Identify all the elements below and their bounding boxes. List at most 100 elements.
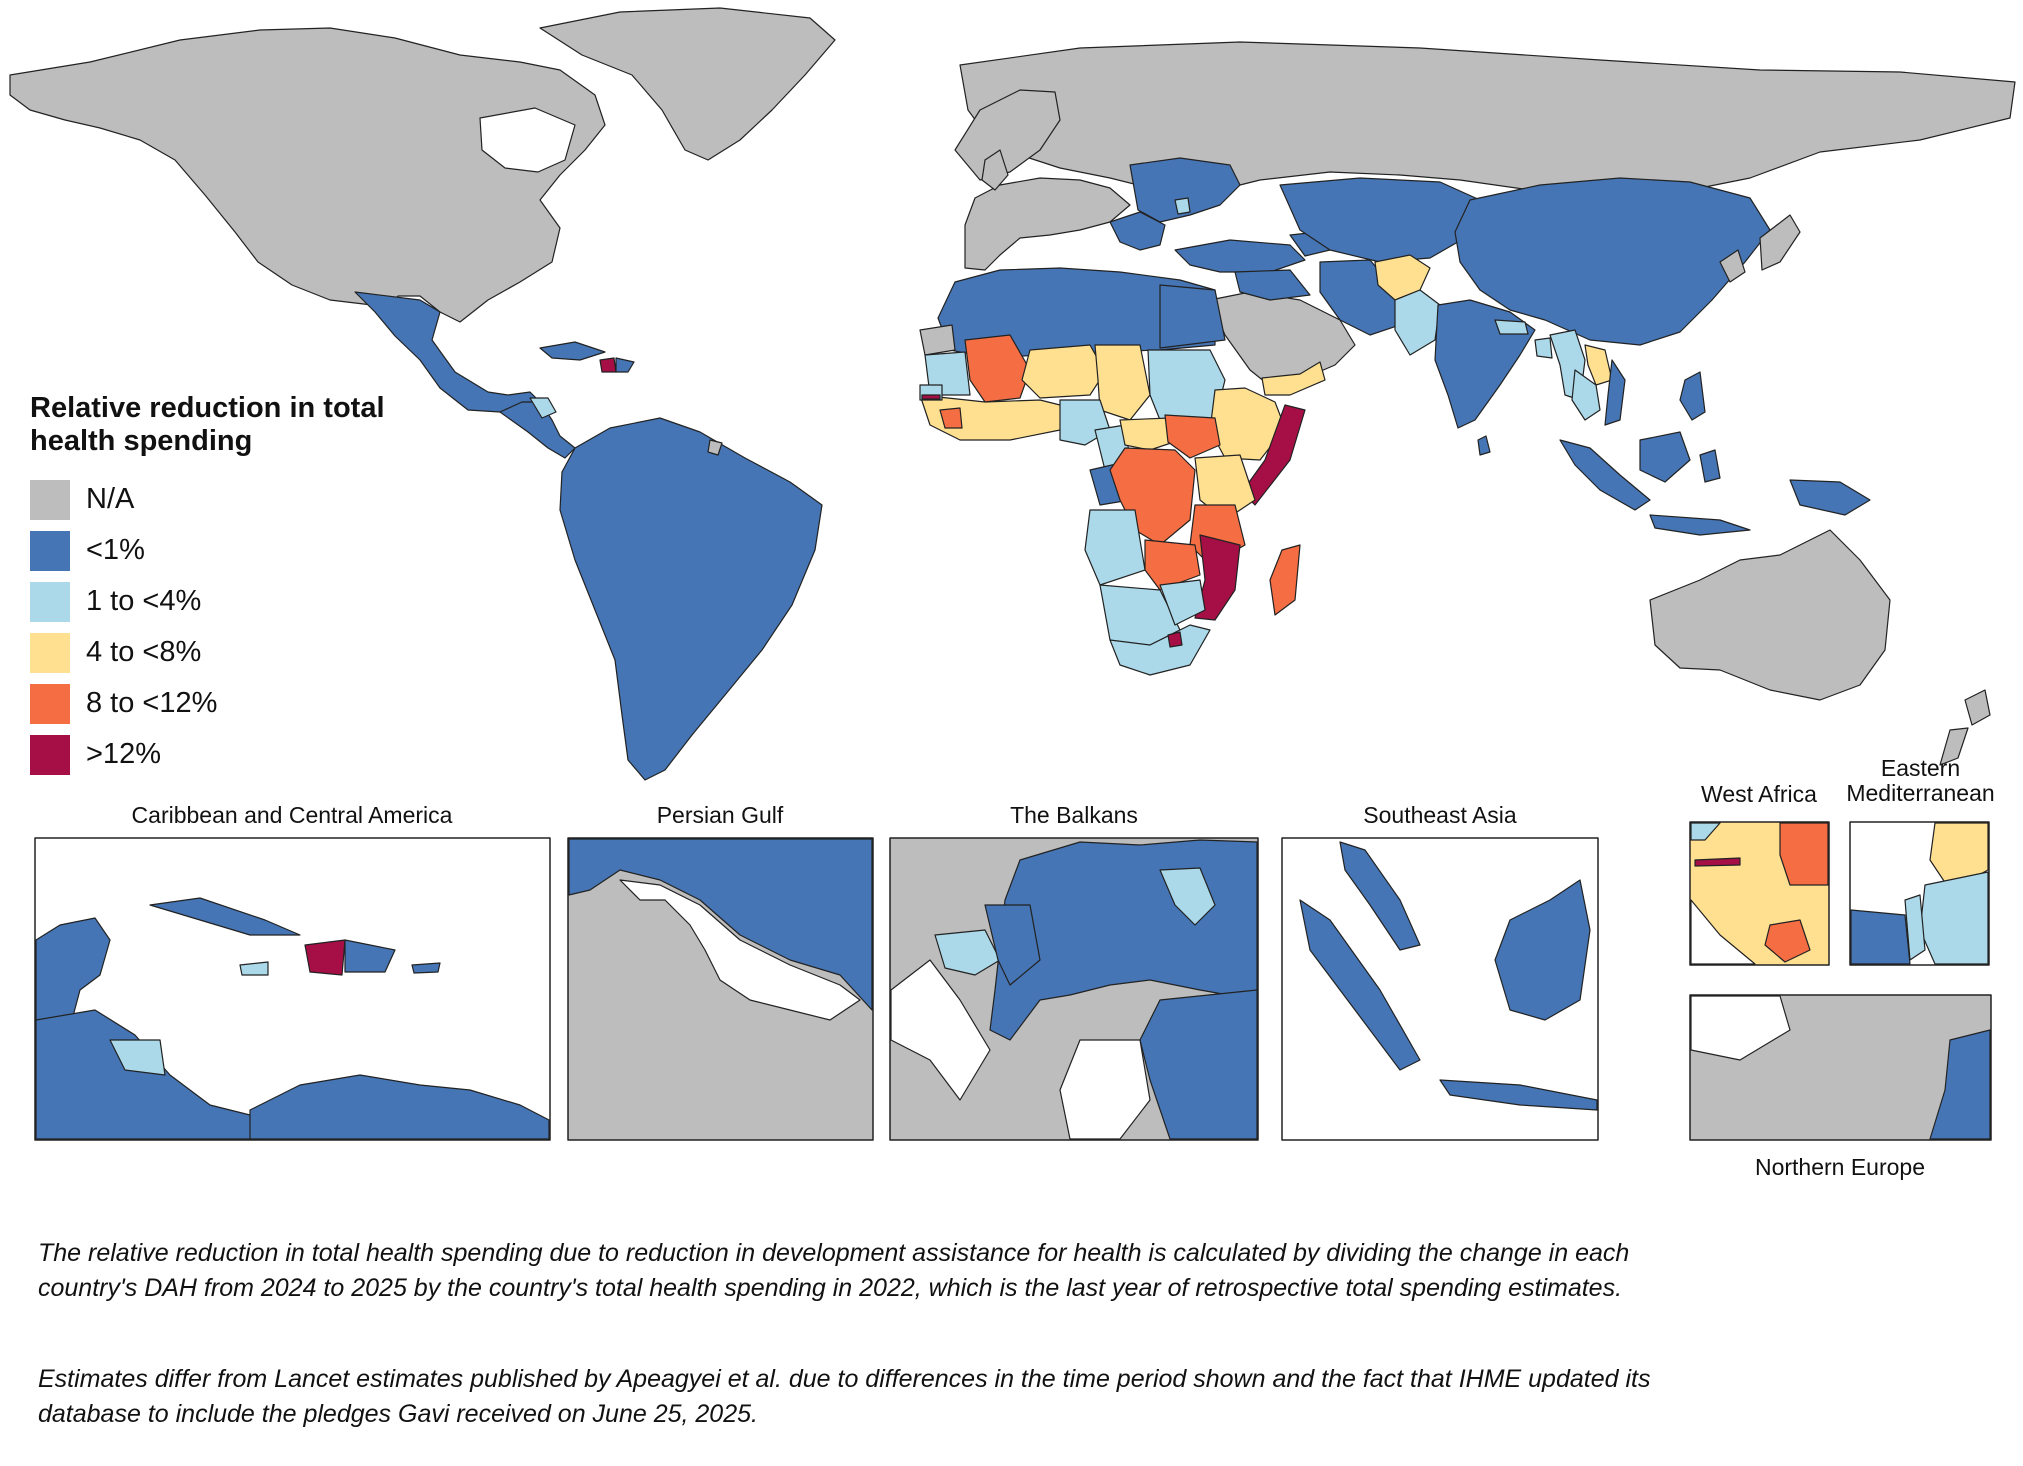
region-western-sahara — [919, 324, 956, 356]
balkans-bosnia — [934, 929, 1001, 976]
seasia-java — [1439, 1079, 1598, 1111]
caribbean-honduras-light — [109, 1039, 166, 1076]
region-french-guiana — [707, 439, 723, 456]
eastmed-egypt — [1850, 909, 1911, 965]
inset-east-med — [1849, 821, 1990, 966]
inset-northern-europe — [1689, 994, 1992, 1141]
legend-swatch-8to12 — [30, 683, 70, 724]
legend-item-gt12: >12% — [30, 729, 217, 780]
legend-label-8to12: 8 to <12% — [86, 687, 218, 719]
legend-swatch-lt1 — [30, 530, 70, 571]
region-egypt — [1159, 284, 1226, 349]
legend-title: Relative reduction in total health spend… — [30, 392, 385, 457]
region-philippines — [1679, 371, 1706, 421]
region-south-america — [559, 417, 823, 781]
legend-item-lt1: <1% — [30, 525, 217, 576]
westafrica-mauritania — [1690, 822, 1721, 841]
inset-title-caribbean: Caribbean and Central America — [132, 802, 453, 828]
region-india — [1434, 299, 1536, 429]
region-western-europe — [964, 177, 1131, 271]
region-nepal — [1494, 319, 1529, 335]
inset-title-northern-europe: Northern Europe — [1755, 1154, 1925, 1180]
region-bangladesh — [1534, 337, 1553, 359]
region-hudson-bay — [479, 107, 576, 173]
region-borneo — [1639, 431, 1691, 483]
inset-title-gulf: Persian Gulf — [657, 802, 784, 828]
legend-item-4to8: 4 to <8% — [30, 627, 217, 678]
caribbean-cuba — [149, 897, 301, 936]
region-mauritania — [924, 351, 971, 396]
inset-west-africa — [1689, 821, 1830, 966]
eastmed-jordan — [1919, 871, 1989, 965]
northeu-sea — [1690, 995, 1791, 1061]
region-new-zealand — [1939, 689, 1991, 766]
seasia-borneo — [1494, 879, 1591, 1021]
region-malawi-mozambique — [1194, 534, 1241, 621]
inset-title-seasia: Southeast Asia — [1363, 802, 1517, 828]
inset-balkans — [889, 837, 1259, 1141]
caption-note: Estimates differ from Lancet estimates p… — [38, 1365, 1651, 1428]
legend-label-gt12: >12% — [86, 738, 161, 770]
region-gambia — [921, 394, 941, 400]
region-balkans — [1109, 211, 1166, 251]
westafrica-coast — [1690, 899, 1756, 965]
region-malaysia-indonesia-west — [1559, 439, 1651, 511]
westafrica-guinea — [1764, 919, 1811, 963]
caribbean-jamaica — [239, 961, 269, 976]
inset-southeast-asia — [1281, 837, 1599, 1141]
inset-title-east-med: Eastern Mediterranean — [1846, 755, 1995, 806]
northeu-ukraine — [1929, 1029, 1991, 1140]
caribbean-puerto-rico — [411, 962, 441, 974]
region-north-america — [9, 27, 606, 323]
region-russia — [959, 41, 2016, 196]
legend: N/A <1% 1 to <4% 4 to <8% 8 to <12% >12% — [30, 474, 217, 780]
region-south-africa — [1109, 624, 1211, 676]
balkans-moldova — [1159, 867, 1216, 926]
legend-label-1to4: 1 to <4% — [86, 585, 202, 617]
region-dominican-republic — [615, 357, 635, 373]
legend-swatch-gt12 — [30, 734, 70, 775]
inset-caribbean — [34, 837, 551, 1141]
region-vietnam — [1604, 359, 1626, 426]
region-pakistan — [1394, 289, 1441, 356]
region-syria-iraq — [1234, 269, 1311, 301]
region-turkey — [1174, 239, 1306, 273]
caribbean-south-america — [249, 1074, 550, 1140]
seasia-sumatra — [1299, 899, 1421, 1071]
legend-label-lt1: <1% — [86, 534, 145, 566]
region-madagascar — [1269, 544, 1301, 616]
region-cuba — [539, 341, 606, 361]
legend-item-8to12: 8 to <12% — [30, 678, 217, 729]
westafrica-gambia — [1694, 857, 1741, 867]
region-uk — [981, 149, 1009, 191]
region-somalia — [1241, 404, 1306, 506]
inset-title-balkans: The Balkans — [1010, 802, 1138, 828]
inset-title-west-africa: West Africa — [1701, 781, 1817, 807]
legend-swatch-4to8 — [30, 632, 70, 673]
caribbean-haiti — [304, 939, 346, 976]
region-haiti — [599, 357, 617, 373]
region-central-america — [499, 401, 576, 459]
eastmed-israel — [1904, 894, 1926, 961]
region-uganda-kenya — [1194, 454, 1256, 521]
legend-label-4to8: 4 to <8% — [86, 636, 202, 668]
region-korea-japan — [1719, 214, 1801, 283]
region-car — [1119, 417, 1181, 451]
legend-swatch-1to4 — [30, 581, 70, 622]
region-australia — [1649, 529, 1891, 701]
region-central-america-light — [529, 397, 557, 419]
region-sulawesi-png — [1699, 449, 1871, 516]
region-south-sudan — [1164, 414, 1221, 459]
region-eastern-europe — [1129, 157, 1241, 223]
gulf-water — [619, 879, 861, 1021]
region-central-asia — [1279, 177, 1481, 263]
caption-methodology: The relative reduction in total health s… — [38, 1239, 1630, 1302]
region-thailand — [1571, 369, 1601, 421]
legend-item-1to4: 1 to <4% — [30, 576, 217, 627]
region-zimbabwe — [1159, 579, 1206, 626]
region-china — [1454, 177, 1771, 346]
balkans-aegean — [1059, 1039, 1151, 1140]
inset-persian-gulf — [567, 837, 874, 1141]
